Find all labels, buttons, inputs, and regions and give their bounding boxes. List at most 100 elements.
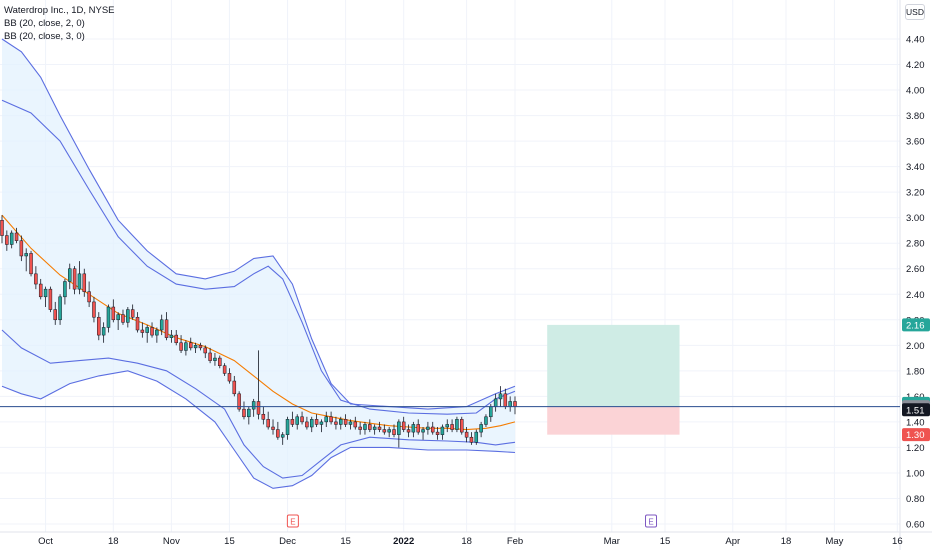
candle (329, 411, 333, 425)
candle (29, 250, 33, 277)
currency-button[interactable]: USD (905, 4, 925, 20)
candle-body (63, 281, 67, 298)
candle-body (222, 365, 227, 374)
price-tick-label: 3.60 (906, 137, 925, 148)
price-badge-label: 1.30 (906, 430, 925, 441)
candle-body (421, 429, 425, 433)
time-tick-label: Apr (725, 536, 740, 547)
candle-body (397, 421, 401, 435)
candle-body (198, 345, 203, 349)
candle-body (155, 329, 159, 336)
candle-body (232, 380, 237, 395)
candle-body (464, 431, 469, 438)
candle (193, 342, 198, 353)
candle-body (150, 327, 154, 336)
price-tick-label: 1.00 (906, 468, 925, 479)
candle (68, 263, 72, 290)
price-badge (902, 318, 930, 332)
candle-body (348, 421, 353, 425)
candle-body (24, 253, 28, 257)
candle (48, 286, 53, 313)
earnings-marker (286, 514, 299, 528)
candle-body (256, 401, 261, 415)
bb-lower-2 (1, 329, 516, 479)
candle-body (5, 235, 9, 245)
candle-body (295, 416, 299, 425)
candle-body (130, 309, 135, 318)
candle-body (97, 316, 101, 336)
price-tick-label: 3.20 (906, 188, 925, 199)
candle-body (140, 329, 145, 333)
time-axis[interactable]: Oct 18 Nov 15 Dec 15 2022 18 Feb Mar 15 Apr 18 May 16 (38, 536, 902, 547)
candle (203, 345, 208, 359)
price-tick-label: 3.40 (906, 162, 925, 173)
candle (392, 424, 396, 438)
candle (242, 401, 246, 420)
candle-body (34, 273, 38, 285)
candle-body (334, 421, 338, 425)
candle-body (329, 416, 333, 423)
candle (295, 414, 299, 430)
candle (34, 266, 38, 290)
candle (406, 424, 411, 438)
candle (397, 419, 401, 448)
bb-indicator-2[interactable]: BB (20, close, 3, 0) (4, 31, 85, 42)
candle (382, 424, 387, 435)
candle-body (58, 296, 62, 321)
candle (106, 304, 111, 333)
candle (358, 421, 362, 435)
candle-body (474, 431, 479, 443)
candle-body (111, 306, 116, 321)
candle (401, 416, 406, 433)
price-badge-label: 1.51 (906, 405, 925, 416)
candle-body (77, 273, 82, 290)
price-tick-label: 4.20 (906, 60, 925, 71)
candle (421, 427, 425, 440)
candle-body (126, 309, 130, 323)
price-tick-label: 0.60 (906, 520, 925, 531)
candle-body (72, 268, 77, 290)
symbol-title[interactable]: Waterdrop Inc., 1D, NYSE (4, 5, 115, 16)
candle (435, 427, 440, 440)
bb-indicator-1[interactable]: BB (20, close, 2, 0) (4, 18, 85, 29)
candle-body (401, 421, 406, 430)
candle (14, 227, 19, 244)
candle (314, 414, 319, 427)
candle (460, 416, 464, 435)
price-axis[interactable]: 0.600.801.001.201.401.601.802.002.202.40… (902, 35, 930, 531)
candle (174, 330, 178, 346)
candle (426, 421, 430, 435)
candle (416, 419, 420, 435)
candle (130, 304, 135, 320)
candle-body (440, 426, 445, 435)
candle (363, 421, 367, 435)
time-tick-label: 18 (781, 536, 792, 547)
band-fill (2, 39, 515, 489)
candle (261, 406, 266, 425)
candle (271, 419, 275, 435)
candle (87, 281, 91, 308)
bollinger-bands (1, 38, 516, 489)
price-tick-label: 2.40 (906, 290, 925, 301)
candle (464, 427, 469, 443)
candle (430, 421, 435, 435)
candle (218, 355, 222, 369)
candle (324, 411, 329, 427)
bb-upper-3 (1, 38, 516, 410)
candle-body (280, 434, 285, 438)
position-tool[interactable] (547, 324, 680, 435)
candle (256, 350, 261, 420)
candle (348, 419, 353, 430)
candle (445, 419, 449, 433)
candle-body (387, 429, 391, 433)
candle (251, 398, 256, 417)
bb-upper-2 (1, 99, 516, 415)
time-tick-label: Oct (38, 536, 53, 547)
candle (53, 301, 57, 325)
candle (140, 322, 145, 338)
candle (484, 414, 488, 427)
candle-body (164, 319, 169, 338)
candle (222, 363, 227, 376)
